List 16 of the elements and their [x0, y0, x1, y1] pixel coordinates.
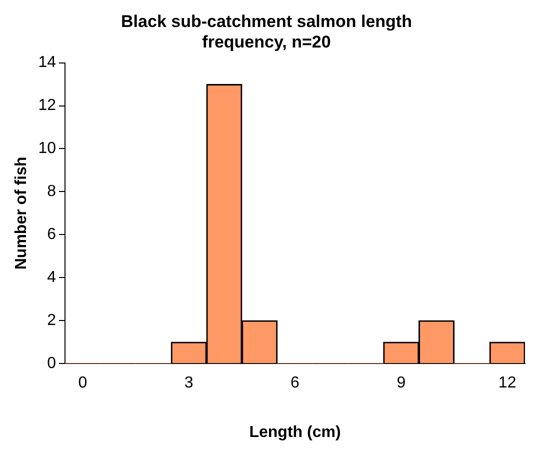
y-tick-label: 12 — [38, 97, 56, 114]
x-tick-label: 0 — [78, 374, 88, 392]
x-tick-label: 6 — [290, 374, 300, 392]
y-tick-label: 4 — [47, 269, 56, 286]
y-axis-title: Number of fish — [13, 156, 30, 270]
y-tick-label: 10 — [38, 140, 56, 158]
y-tick-label: 8 — [47, 183, 56, 200]
x-axis-title: Length (cm) — [249, 424, 341, 441]
x-tick-label: 12 — [498, 374, 516, 392]
x-tick-label: 9 — [396, 374, 406, 392]
x-tick-label: 3 — [184, 374, 194, 392]
chart-title: Black sub-catchment salmon length frequency, n=20 — [121, 12, 412, 52]
y-tick-label: 0 — [47, 355, 56, 372]
y-tick-label: 14 — [38, 54, 56, 72]
y-tick-label: 6 — [47, 226, 56, 244]
y-tick-label: 2 — [47, 312, 56, 330]
